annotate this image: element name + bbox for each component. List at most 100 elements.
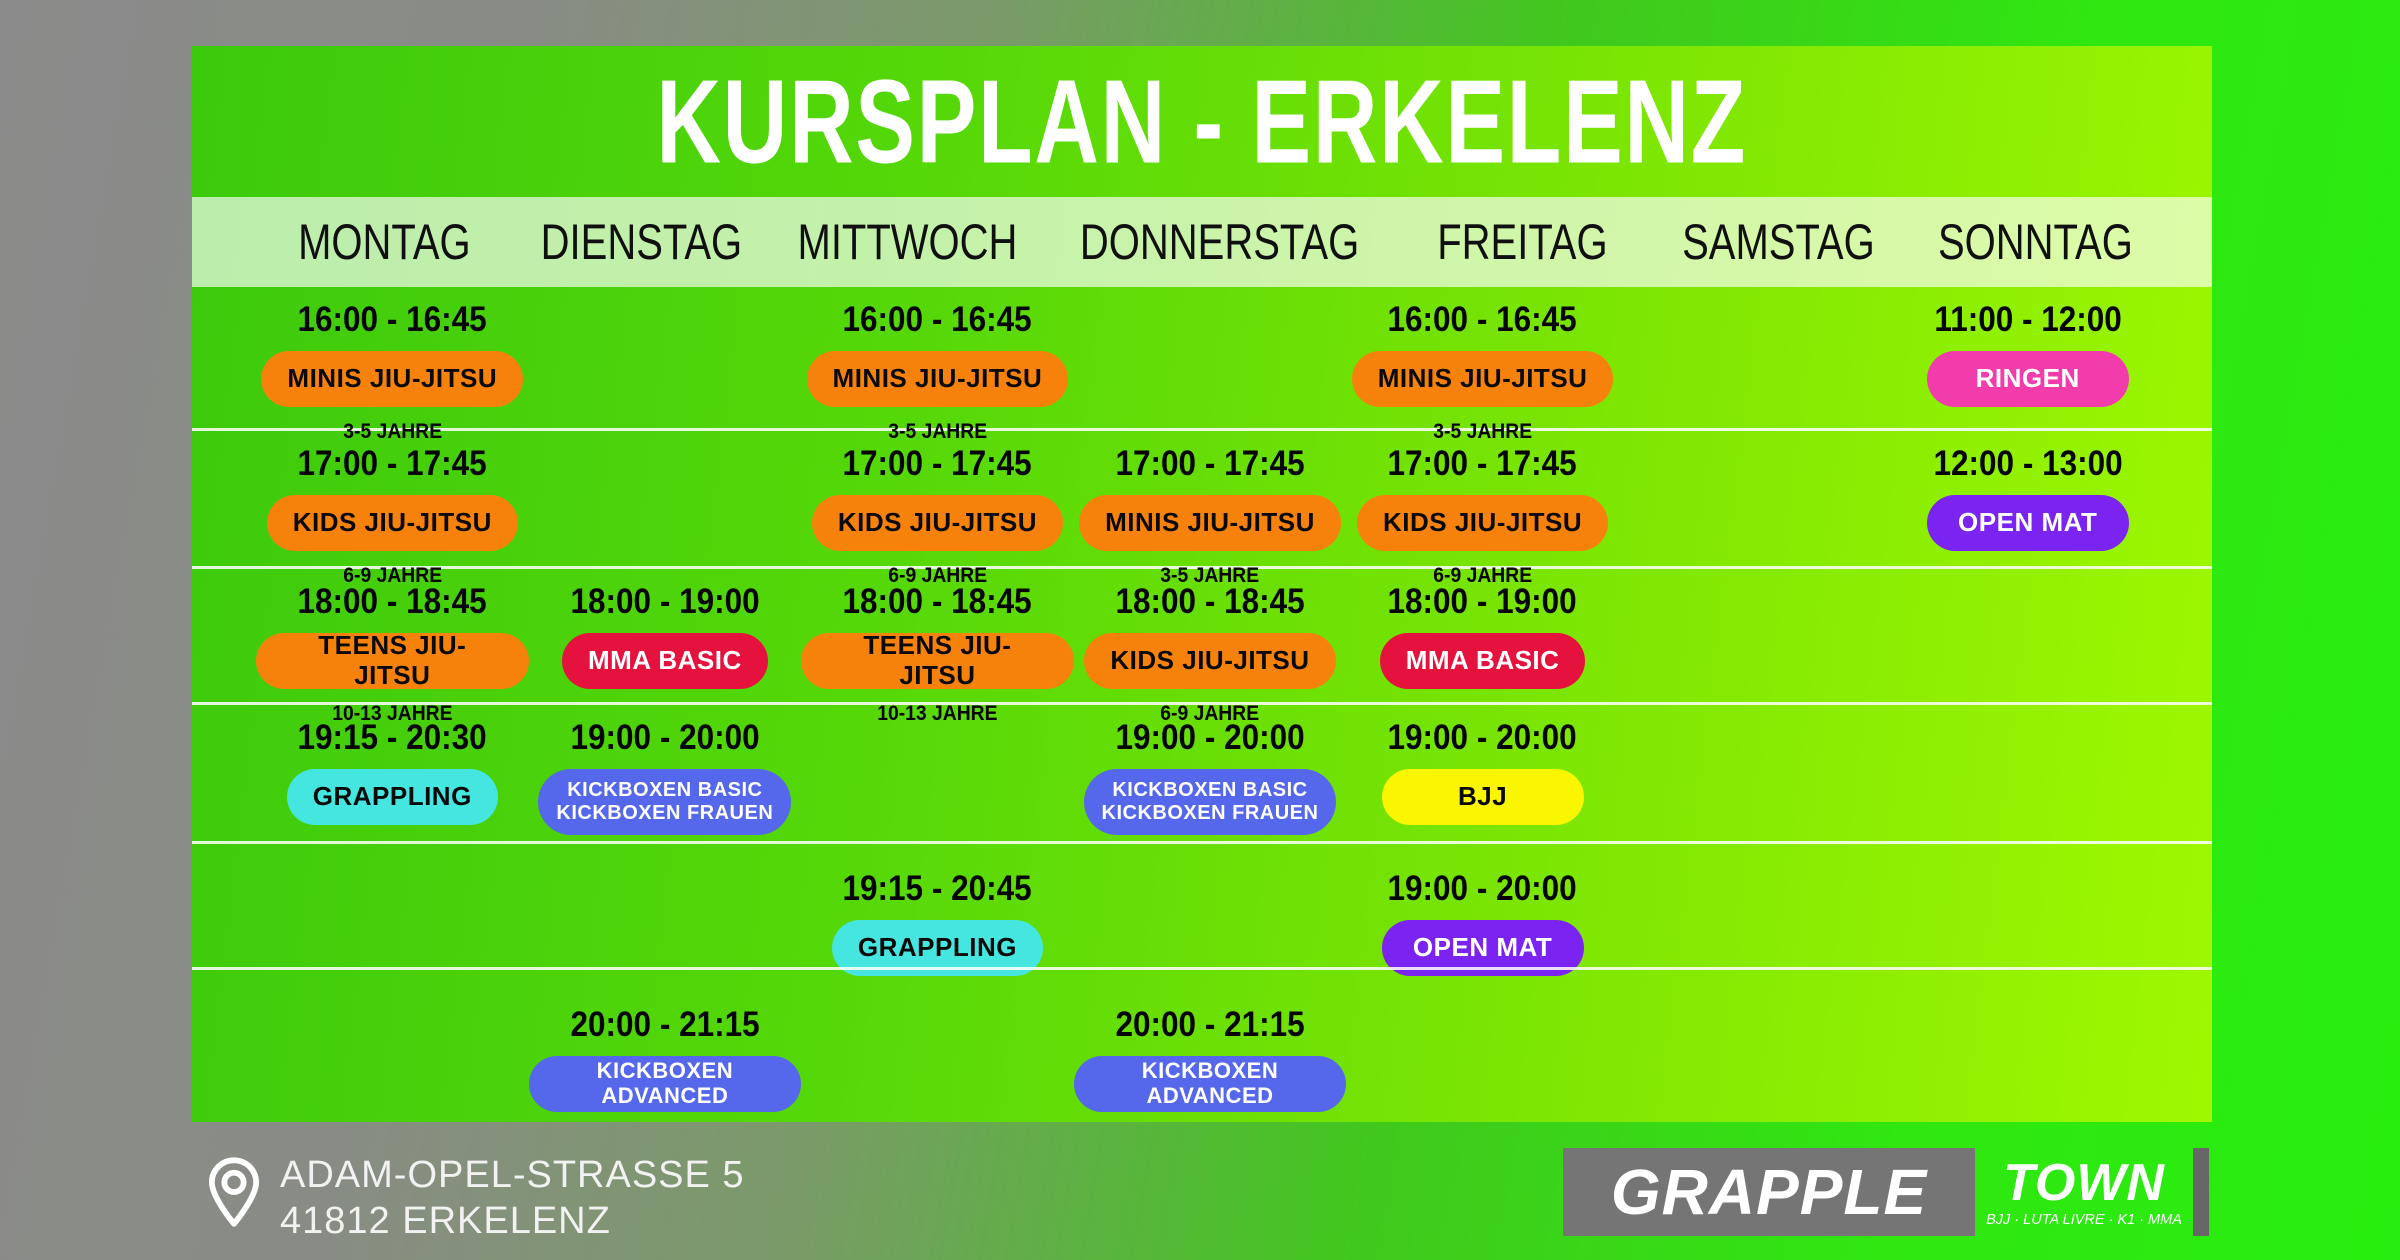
age-label: 6-9 JAHRE: [1433, 563, 1532, 587]
class-pill: GRAPPLING: [831, 919, 1043, 976]
day-header-sonntag: SONNTAG: [1938, 214, 2134, 270]
schedule-card: KURSPLAN - ERKELENZ MONTAG DIENSTAG MITTWO…: [192, 46, 2212, 1122]
class-pill: KIDS JIU-JITSU: [1084, 632, 1336, 689]
class-cell: 18:00 - 18:45 TEENS JIU-JITSU 10-13 JAHRE: [256, 569, 529, 726]
schedule-row: 20:00 - 21:15 KICKBOXEN ADVANCED 20:00 - 2…: [192, 967, 2212, 1122]
empty-cell: [801, 970, 1074, 1122]
class-cell: 18:00 - 18:45 KIDS JIU-JITSU 6-9 JAHRE: [1074, 569, 1347, 726]
empty-cell: [1891, 705, 2164, 841]
class-cell: 11:00 - 12:00 RINGEN: [1891, 287, 2164, 444]
age-label: 3-5 JAHRE: [888, 419, 987, 443]
class-cell: 16:00 - 16:45 MINIS JIU-JITSU 3-5 JAHRE: [1346, 287, 1619, 444]
time-label: 16:00 - 16:45: [842, 300, 1032, 339]
age-label: 6-9 JAHRE: [1160, 701, 1260, 725]
empty-cell: [1619, 431, 1892, 588]
class-pill: TEENS JIU-JITSU: [801, 631, 1074, 689]
class-cell: 19:00 - 20:00 KICKBOXEN BASIC KICKBOXEN F…: [529, 705, 802, 841]
time-label: 17:00 - 17:45: [842, 444, 1032, 483]
age-label: 3-5 JAHRE: [342, 419, 442, 443]
empty-cell: [1891, 844, 2164, 976]
empty-cell: [1891, 970, 2164, 1122]
logo-town-text: TOWN: [2003, 1153, 2165, 1212]
class-cell: 19:00 - 20:00 BJJ: [1346, 705, 1619, 841]
time-label: 18:00 - 19:00: [570, 582, 760, 621]
schedule-row: 19:15 - 20:30 GRAPPLING 19:00 - 20:00 KICKB…: [192, 702, 2212, 841]
empty-cell: [256, 844, 529, 976]
class-cell: 16:00 - 16:45 MINIS JIU-JITSU 3-5 JAHRE: [801, 287, 1074, 444]
day-header-row: MONTAG DIENSTAG MITTWOCH DONNERSTAG FREITAG S…: [192, 197, 2212, 287]
class-cell: 17:00 - 17:45 KIDS JIU-JITSU 6-9 JAHRE: [1346, 431, 1619, 588]
class-pill: TEENS JIU-JITSU: [256, 631, 529, 689]
time-label: 18:00 - 18:45: [1115, 582, 1305, 621]
schedule-grid: 16:00 - 16:45 MINIS JIU-JITSU 3-5 JAHRE 16:…: [192, 287, 2212, 1122]
empty-cell: [1619, 970, 1892, 1122]
address-line-1: ADAM-OPEL-STRASSE 5: [280, 1154, 745, 1196]
schedule-row: 19:15 - 20:45 GRAPPLING 19:00 - 20:00 OPEN …: [192, 841, 2212, 976]
schedule-row: 17:00 - 17:45 KIDS JIU-JITSU 6-9 JAHRE 17:0…: [192, 428, 2212, 587]
class-pill: BJJ: [1381, 768, 1584, 825]
empty-cell: [256, 970, 529, 1122]
age-label: 6-9 JAHRE: [888, 563, 987, 587]
day-header-dienstag: DIENSTAG: [540, 214, 742, 270]
schedule-row: 18:00 - 18:45 TEENS JIU-JITSU 10-13 JAHRE 1…: [192, 566, 2212, 725]
logo-accent-bar: [2193, 1148, 2209, 1236]
class-cell: 18:00 - 18:45 TEENS JIU-JITSU 10-13 JAHRE: [801, 569, 1074, 726]
class-cell: 20:00 - 21:15 KICKBOXEN ADVANCED: [528, 970, 802, 1122]
class-pill: KIDS JIU-JITSU: [1356, 494, 1609, 551]
class-pill: MMA BASIC: [561, 632, 768, 689]
empty-cell: [1619, 705, 1892, 841]
class-pill: KIDS JIU-JITSU: [266, 494, 518, 551]
empty-cell: [1619, 844, 1892, 976]
brand-logo: GRAPPLE TOWN BJJ · LUTA LIVRE · K1 · MMA: [1563, 1148, 2209, 1236]
time-label: 19:00 - 20:00: [1387, 718, 1578, 757]
empty-cell: [529, 844, 802, 976]
class-cell: 16:00 - 16:45 MINIS JIU-JITSU 3-5 JAHRE: [256, 287, 529, 444]
address-block: ADAM-OPEL-STRASSE 5 41812 ERKELENZ: [208, 1152, 745, 1245]
page-title-text: KURSPLAN - ERKELENZ: [656, 55, 1748, 188]
class-pill: KIDS JIU-JITSU: [811, 494, 1063, 551]
time-label: 20:00 - 21:15: [1115, 1005, 1305, 1044]
class-pill: KICKBOXEN BASIC KICKBOXEN FRAUEN: [538, 768, 792, 835]
time-label: 19:15 - 20:45: [842, 869, 1032, 908]
time-label: 12:00 - 13:00: [1933, 444, 2123, 483]
class-pill: MINIS JIU-JITSU: [1079, 494, 1341, 551]
day-header-montag: MONTAG: [298, 214, 471, 270]
time-label: 19:00 - 20:00: [1387, 869, 1578, 908]
logo-town-block: TOWN BJJ · LUTA LIVRE · K1 · MMA: [1975, 1148, 2193, 1236]
age-label: 10-13 JAHRE: [332, 701, 453, 725]
class-cell: 18:00 - 19:00 MMA BASIC: [1346, 569, 1619, 726]
class-cell: 19:00 - 20:00 OPEN MAT: [1346, 844, 1619, 976]
class-pill: MINIS JIU-JITSU: [806, 350, 1069, 407]
class-cell: 19:15 - 20:45 GRAPPLING: [801, 844, 1074, 976]
age-label: 3-5 JAHRE: [1433, 419, 1532, 443]
schedule-row: 16:00 - 16:45 MINIS JIU-JITSU 3-5 JAHRE 16:…: [192, 287, 2212, 443]
address-text: ADAM-OPEL-STRASSE 5 41812 ERKELENZ: [280, 1152, 745, 1245]
address-line-2: 41812 ERKELENZ: [280, 1200, 611, 1243]
class-pill: GRAPPLING: [286, 768, 498, 825]
time-label: 17:00 - 17:45: [297, 444, 487, 483]
time-label: 19:00 - 20:00: [1115, 718, 1305, 757]
class-cell: 17:00 - 17:45 KIDS JIU-JITSU 6-9 JAHRE: [256, 431, 529, 588]
age-label: 3-5 JAHRE: [1160, 563, 1260, 587]
age-label: 10-13 JAHRE: [877, 701, 998, 725]
empty-cell: [1619, 287, 1892, 444]
class-cell: 19:15 - 20:30 GRAPPLING: [256, 705, 529, 841]
day-header-mittwoch: MITTWOCH: [797, 214, 1018, 270]
class-pill: KICKBOXEN BASIC KICKBOXEN FRAUEN: [1083, 768, 1337, 835]
class-pill: KICKBOXEN ADVANCED: [528, 1055, 802, 1112]
time-label: 18:00 - 18:45: [297, 582, 487, 621]
class-pill: RINGEN: [1926, 350, 2129, 407]
time-label: 20:00 - 21:15: [570, 1005, 760, 1044]
page-title: KURSPLAN - ERKELENZ: [192, 46, 2212, 197]
time-label: 17:00 - 17:45: [1115, 444, 1305, 483]
class-cell: 20:00 - 21:15 KICKBOXEN ADVANCED: [1073, 970, 1347, 1122]
time-label: 19:00 - 20:00: [570, 718, 760, 757]
class-cell: 19:00 - 20:00 KICKBOXEN BASIC KICKBOXEN F…: [1074, 705, 1347, 841]
day-header-freitag: FREITAG: [1436, 214, 1608, 270]
class-cell: 17:00 - 17:45 MINIS JIU-JITSU 3-5 JAHRE: [1074, 431, 1347, 588]
age-label: 6-9 JAHRE: [342, 563, 442, 587]
time-label: 17:00 - 17:45: [1387, 444, 1578, 483]
logo-grapple-text: GRAPPLE: [1563, 1148, 1975, 1236]
day-header-samstag: SAMSTAG: [1682, 214, 1876, 270]
class-pill: OPEN MAT: [1926, 494, 2129, 551]
